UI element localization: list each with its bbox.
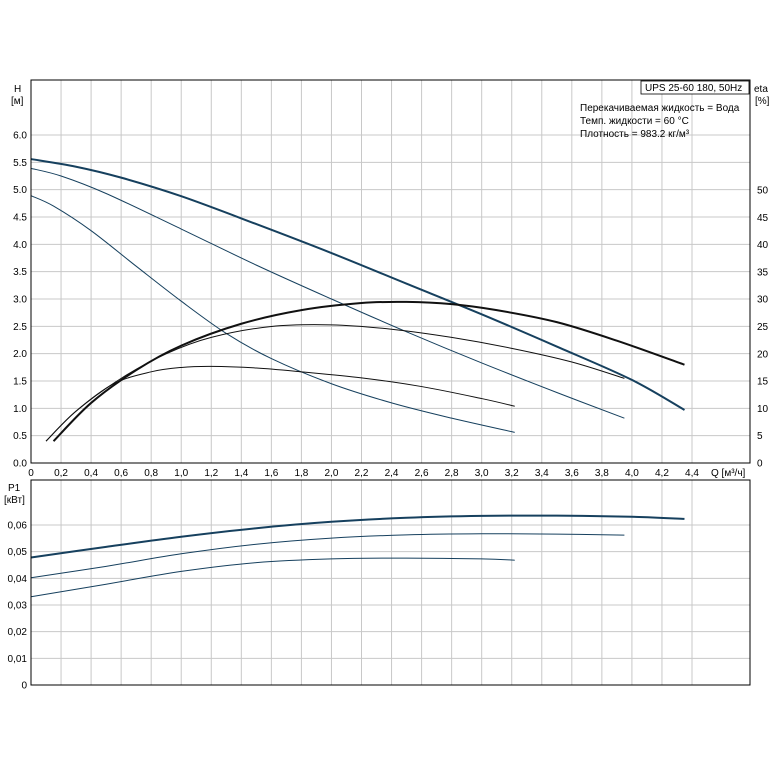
eta-tick-label: 15 (757, 377, 769, 388)
h-tick-label: 0.5 (13, 431, 27, 442)
x-tick-label: 0,2 (54, 468, 68, 479)
h-tick-label: 1.5 (13, 377, 27, 388)
head-curve-2 (30, 167, 625, 419)
x-tick-label: 1,0 (174, 468, 188, 479)
p1-tick-label: 0,05 (8, 547, 28, 558)
p1-tick-label: 0,04 (8, 574, 28, 585)
info-title: UPS 25-60 180, 50Hz (645, 83, 742, 94)
x-tick-label: 4,0 (625, 468, 639, 479)
right-axis-label: eta (754, 84, 768, 95)
eta-tick-label: 40 (757, 240, 769, 251)
p1-tick-label: 0 (21, 681, 27, 692)
eta-tick-label: 10 (757, 404, 769, 415)
x-tick-label: 1,2 (204, 468, 218, 479)
h-tick-label: 6.0 (13, 131, 27, 142)
power-curve-2 (30, 533, 625, 579)
x-tick-label: 0,4 (84, 468, 98, 479)
x-tick-label: 1,4 (234, 468, 248, 479)
x-tick-label: 0,6 (114, 468, 128, 479)
eta-tick-label: 30 (757, 295, 769, 306)
info-title-box (640, 80, 750, 95)
x-tick-label: 0 (28, 468, 34, 479)
head-curve-1 (30, 158, 685, 411)
bottom-plot-frame (30, 479, 751, 686)
left-axis-label: H (14, 84, 21, 95)
eta-tick-label: 25 (757, 322, 769, 333)
power-curve-1 (30, 514, 685, 559)
x-axis-label: Q [м³/ч] (711, 468, 746, 479)
h-tick-label: 3.0 (13, 295, 27, 306)
p1-tick-label: 0,01 (8, 654, 28, 665)
power-axis-label: P1 (8, 483, 21, 494)
x-tick-label: 3,8 (595, 468, 609, 479)
top-grid (30, 80, 750, 464)
h-tick-label: 0.0 (13, 459, 27, 470)
info-line-temp: Темп. жидкости = 60 °C (580, 116, 689, 127)
x-tick-label: 3,4 (535, 468, 549, 479)
h-tick-label: 4.0 (13, 240, 27, 251)
h-tick-label: 4.5 (13, 213, 27, 224)
p1-tick-label: 0,06 (8, 521, 28, 532)
eta-curve-2 (45, 324, 625, 442)
x-tick-label: 0,8 (144, 468, 158, 479)
x-tick-label: 4,4 (685, 468, 699, 479)
h-tick-label: 3.5 (13, 267, 27, 278)
h-tick-label: 1.0 (13, 404, 27, 415)
p1-tick-label: 0,02 (8, 627, 28, 638)
h-tick-label: 2.0 (13, 349, 27, 360)
x-tick-label: 2,4 (385, 468, 399, 479)
h-tick-label: 5.0 (13, 185, 27, 196)
x-tick-label: 3,2 (505, 468, 519, 479)
h-tick-label: 5.5 (13, 158, 27, 169)
power-curves (30, 514, 685, 598)
x-tick-label: 2,6 (415, 468, 429, 479)
x-tick-label: 2,2 (355, 468, 369, 479)
left-axis-unit: [м] (11, 96, 24, 107)
eta-curve-1 (52, 300, 685, 442)
x-tick-label: 2,0 (325, 468, 339, 479)
top-plot-frame (30, 79, 751, 464)
x-tick-label: 2,8 (445, 468, 459, 479)
eta-curve-3 (45, 365, 515, 442)
eta-tick-label: 5 (757, 431, 763, 442)
eta-tick-label: 35 (757, 267, 769, 278)
power-curve-3 (30, 557, 515, 598)
x-tick-label: 1,8 (294, 468, 308, 479)
eta-tick-label: 0 (757, 459, 763, 470)
right-axis-unit: [%] (755, 96, 770, 107)
bottom-grid (30, 480, 750, 686)
h-tick-label: 2.5 (13, 322, 27, 333)
eta-tick-label: 45 (757, 213, 769, 224)
x-tick-label: 4,2 (655, 468, 669, 479)
p1-tick-label: 0,03 (8, 601, 28, 612)
eta-tick-label: 20 (757, 349, 769, 360)
power-axis-unit: [кВт] (4, 495, 25, 506)
eta-tick-label: 50 (757, 186, 769, 197)
x-tick-label: 3,6 (565, 468, 579, 479)
x-tick-label: 1,6 (264, 468, 278, 479)
head-eta-curves (30, 158, 685, 442)
info-line-density: Плотность = 983.2 кг/м³ (580, 129, 690, 140)
info-line-liquid: Перекачиваемая жидкость = Вода (580, 103, 740, 114)
x-tick-label: 3,0 (475, 468, 489, 479)
tick-labels: 0 0,2 0,4 0,6 0,8 1,0 1,2 1,4 1,6 1,8 2,0 2,2 2,4 2,6… (8, 131, 769, 692)
